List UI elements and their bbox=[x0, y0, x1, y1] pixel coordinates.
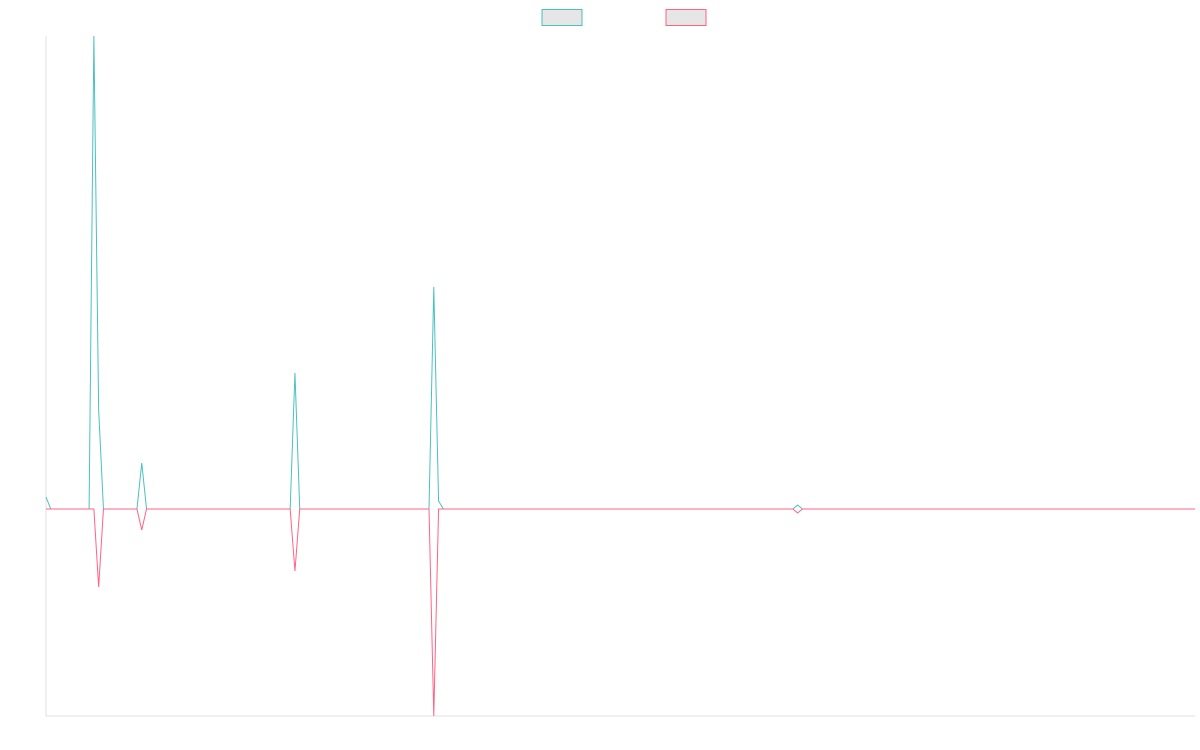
data-line bbox=[45, 35, 1195, 510]
legend-swatch bbox=[665, 9, 707, 26]
legend-swatch bbox=[541, 9, 583, 26]
data-line bbox=[46, 508, 1195, 717]
